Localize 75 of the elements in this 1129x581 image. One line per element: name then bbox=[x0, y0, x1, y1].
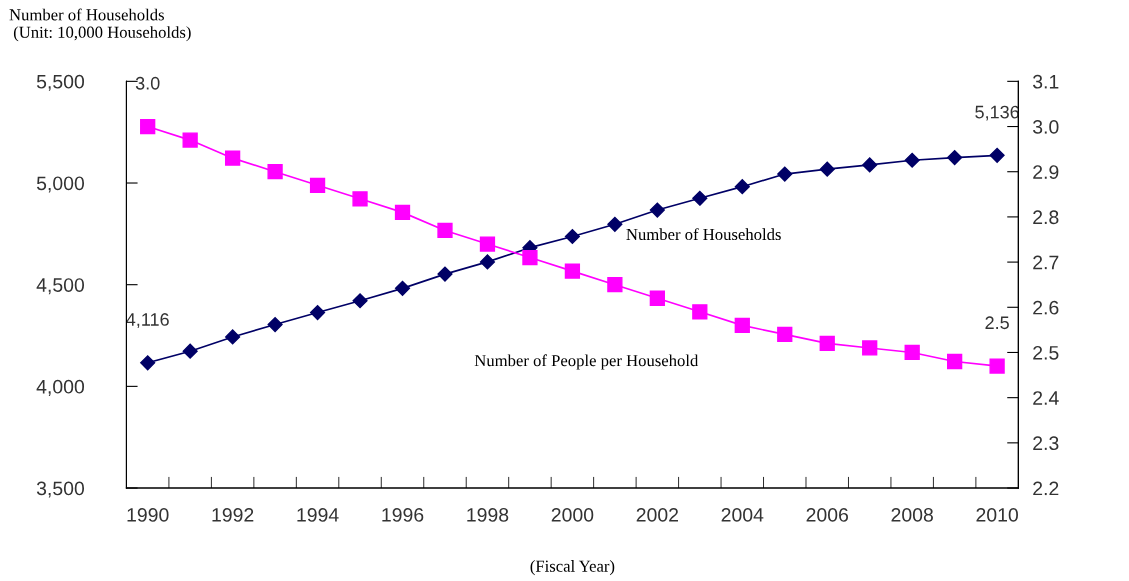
y2-tick-label: 2.9 bbox=[1033, 165, 1059, 179]
y2-tick-label: 2.4 bbox=[1033, 391, 1059, 405]
point bbox=[225, 329, 241, 345]
point bbox=[862, 340, 878, 356]
y2-tick-label: 2.3 bbox=[1033, 436, 1059, 451]
point bbox=[734, 317, 750, 333]
point bbox=[140, 355, 156, 371]
point bbox=[649, 202, 665, 218]
point bbox=[947, 353, 963, 370]
point bbox=[437, 266, 453, 282]
point bbox=[564, 263, 581, 279]
point bbox=[692, 304, 708, 320]
point bbox=[182, 132, 198, 148]
point bbox=[862, 157, 878, 173]
point bbox=[947, 150, 963, 166]
x-axis-title: (Fiscal Year) bbox=[530, 560, 615, 576]
point bbox=[479, 254, 496, 270]
point bbox=[819, 335, 835, 352]
y2-tick-label: 2.5 bbox=[1033, 345, 1059, 360]
x-tick-label: 2002 bbox=[636, 508, 678, 522]
point bbox=[649, 290, 665, 306]
y-tick-label: 3,500 bbox=[36, 481, 85, 498]
point bbox=[224, 150, 241, 166]
point bbox=[479, 236, 496, 252]
x-tick-label: 2010 bbox=[976, 508, 1018, 522]
x-tick-label: 1990 bbox=[127, 508, 169, 522]
y2-tick-label: 2.2 bbox=[1033, 481, 1059, 496]
point bbox=[607, 216, 623, 232]
data-label: 3.0 bbox=[135, 76, 160, 90]
point bbox=[989, 358, 1005, 374]
point bbox=[140, 118, 156, 135]
point bbox=[904, 344, 920, 361]
y2-tick-label: 2.7 bbox=[1033, 255, 1059, 270]
point bbox=[692, 190, 708, 206]
point bbox=[182, 343, 198, 359]
point bbox=[607, 277, 623, 293]
point bbox=[522, 249, 538, 266]
point bbox=[734, 179, 750, 195]
x-tick-label: 1998 bbox=[467, 508, 509, 522]
x-tick-label: 1992 bbox=[212, 508, 254, 522]
point bbox=[777, 166, 793, 182]
data-label: 4,116 bbox=[126, 313, 169, 329]
point bbox=[777, 326, 793, 343]
point bbox=[309, 177, 326, 193]
y2-tick-label: 2.6 bbox=[1033, 300, 1059, 315]
data-label: 5,136 bbox=[975, 105, 1019, 121]
point bbox=[267, 316, 283, 333]
data-label: 2.5 bbox=[985, 316, 1009, 330]
x-tick-label: 1994 bbox=[297, 508, 339, 522]
point bbox=[564, 228, 580, 245]
y2-tick-label: 3.1 bbox=[1032, 74, 1059, 89]
x-tick-label: 2004 bbox=[721, 508, 764, 522]
y-tick-label: 4,000 bbox=[36, 379, 85, 396]
point bbox=[394, 280, 411, 296]
y-tick-label: 5,000 bbox=[36, 176, 85, 193]
y2-tick-label: 2.8 bbox=[1033, 210, 1059, 225]
point bbox=[437, 222, 453, 239]
y-tick-label: 5,500 bbox=[36, 74, 85, 91]
point bbox=[904, 152, 920, 168]
y2-tick-label: 3.0 bbox=[1032, 120, 1059, 134]
text: Number of People per Household bbox=[474, 354, 699, 370]
point bbox=[267, 164, 283, 180]
point bbox=[352, 293, 368, 309]
point bbox=[989, 147, 1005, 163]
point bbox=[819, 161, 835, 177]
y-tick-label: 4,500 bbox=[36, 278, 85, 295]
point bbox=[394, 204, 411, 221]
point bbox=[310, 304, 326, 321]
point bbox=[352, 191, 368, 207]
x-tick-label: 2000 bbox=[551, 508, 594, 522]
x-tick-label: 1996 bbox=[382, 508, 424, 522]
x-tick-label: 2008 bbox=[891, 508, 933, 522]
x-tick-label: 2006 bbox=[806, 508, 849, 522]
series-label: Number of Households bbox=[626, 228, 781, 241]
y-axis-title: Number of Households (Unit: 10,000 Households) bbox=[9, 8, 191, 42]
